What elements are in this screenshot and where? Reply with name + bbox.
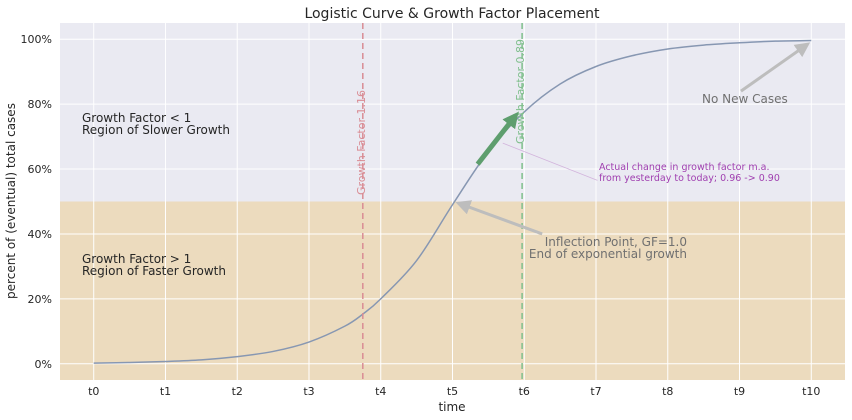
x-tick-label: t3 [303,385,314,398]
x-axis-label: time [438,400,465,414]
x-tick-label: t7 [590,385,601,398]
slope-arrow [475,111,519,166]
x-tick-label: t2 [232,385,243,398]
no-new-cases-arrow [740,42,811,93]
grid [60,23,845,380]
y-axis-label: percent of (eventual) total cases [4,103,18,299]
growth-factor-change-label-line1: Actual change in growth factor m.a. [599,162,770,173]
faster-growth-label-line2: Region of Faster Growth [82,264,226,278]
growth-factor-change-label-line2: from yesterday to today; 0.96 -> 0.90 [599,173,780,184]
inflection-point-label: Inflection Point, GF=1.0 [545,235,687,249]
exponential-growth-end-label: End of exponential growth [529,247,687,261]
y-tick-label: 0% [35,358,52,371]
x-axis-ticks: t0 t1 t2 t3 t4 t5 t6 t7 t8 t9 t10 [88,385,820,398]
chart-title: Logistic Curve & Growth Factor Placement [304,6,600,22]
x-tick-label: t10 [802,385,820,398]
x-tick-label: t5 [447,385,458,398]
y-tick-label: 40% [28,228,52,241]
x-tick-label: t1 [160,385,171,398]
slower-growth-label-line2: Region of Slower Growth [82,123,230,137]
y-tick-label: 20% [28,293,52,306]
growth-factor-116-label: Growth Factor 1.16 [355,90,368,195]
x-tick-label: t4 [375,385,386,398]
logistic-curve-line [93,39,812,364]
y-tick-label: 80% [28,98,52,111]
y-tick-label: 100% [21,33,52,46]
x-tick-label: t8 [662,385,673,398]
no-new-cases-label: No New Cases [702,92,788,106]
x-tick-label: t9 [734,385,745,398]
growth-factor-change-pointer [502,142,598,181]
y-tick-label: 60% [28,163,52,176]
x-tick-label: t6 [519,385,530,398]
faster-growth-label-line1: Growth Factor > 1 [82,252,191,266]
slower-growth-label-line1: Growth Factor < 1 [82,111,191,125]
y-axis-ticks: 0% 20% 40% 60% 80% 100% [21,33,52,371]
growth-factor-089-label: Growth Factor 0.89 [514,39,527,144]
inflection-point-arrow [455,200,543,236]
x-tick-label: t0 [88,385,99,398]
